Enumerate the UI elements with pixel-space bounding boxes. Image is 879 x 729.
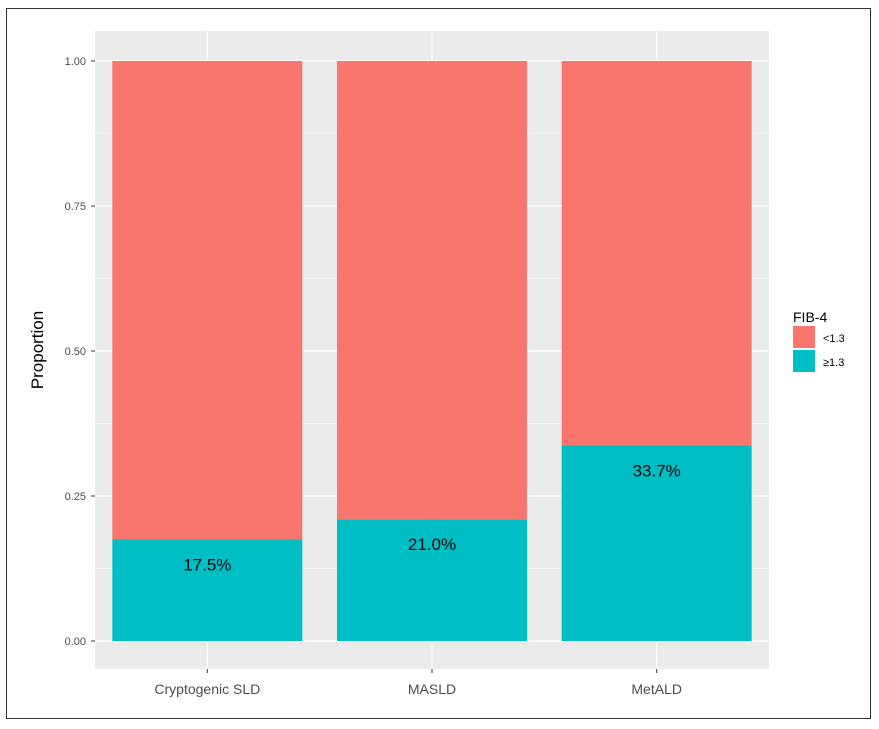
legend-label: <1.3 xyxy=(823,333,845,345)
x-tick-label: Cryptogenic SLD xyxy=(154,681,260,697)
y-axis-title: Proportion xyxy=(28,311,47,389)
legend-key xyxy=(793,326,815,348)
y-tick-label: 0.50 xyxy=(65,346,86,358)
legend-key xyxy=(793,350,815,372)
plot-frame xyxy=(6,8,871,719)
legend-title: FIB-4 xyxy=(793,309,827,325)
x-tick-label: MASLD xyxy=(408,681,456,697)
bar-segment xyxy=(337,61,527,520)
x-tick-label: MetALD xyxy=(631,681,682,697)
data-label: 33.7% xyxy=(633,462,681,481)
bar-segment xyxy=(561,445,752,641)
y-tick-label: 0.75 xyxy=(65,201,86,213)
y-tick-label: 0.25 xyxy=(65,491,86,503)
data-label: 21.0% xyxy=(408,535,456,554)
bar-segment xyxy=(337,519,527,641)
bar-segment xyxy=(561,61,752,446)
y-tick-label: 0.00 xyxy=(65,636,86,648)
data-label: 17.5% xyxy=(183,556,231,575)
legend-label: ≥1.3 xyxy=(823,357,844,369)
y-tick-label: 1.00 xyxy=(65,56,86,68)
bar-segment xyxy=(112,61,303,540)
bar-segment xyxy=(112,539,303,641)
